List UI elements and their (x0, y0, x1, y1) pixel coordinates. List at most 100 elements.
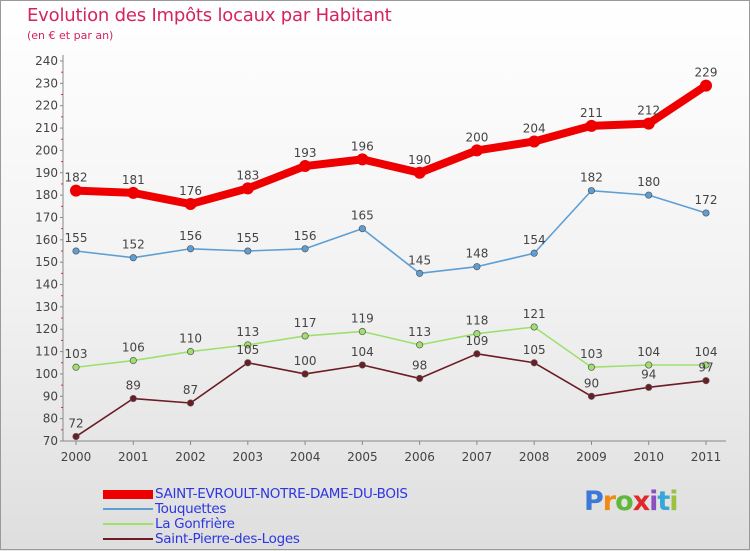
data-point (72, 363, 80, 371)
data-point (416, 269, 424, 277)
legend-swatch (103, 538, 153, 540)
x-tick-label: 2001 (118, 450, 149, 464)
y-tick-label: 70 (43, 434, 58, 448)
data-point (587, 363, 596, 371)
data-label: 156 (294, 229, 317, 243)
y-tick-label: 140 (35, 278, 58, 292)
data-point (129, 254, 137, 262)
data-label: 200 (465, 130, 488, 144)
data-label: 105 (236, 343, 259, 357)
data-point (530, 359, 538, 367)
y-tick-label: 240 (35, 54, 58, 68)
data-label: 113 (236, 325, 259, 339)
data-point (645, 191, 653, 199)
data-label: 104 (351, 345, 374, 359)
data-point (416, 341, 424, 349)
data-point (473, 350, 481, 358)
data-label: 119 (351, 311, 374, 325)
y-tick-label: 180 (35, 188, 58, 202)
data-point (470, 144, 483, 157)
legend-label: SAINT-EVROULT-NOTRE-DAME-DU-BOIS (155, 486, 408, 502)
data-label: 165 (351, 209, 374, 223)
y-tick-label: 160 (35, 233, 58, 247)
data-point (473, 330, 481, 338)
data-label: 103 (580, 347, 603, 361)
x-tick-label: 2007 (462, 450, 493, 464)
x-tick-label: 2000 (61, 450, 92, 464)
y-tick-label: 80 (43, 412, 58, 426)
series-line-0 (72, 81, 710, 209)
data-point (186, 399, 195, 407)
logo-letter: i (649, 486, 658, 517)
data-label: 94 (641, 367, 656, 381)
logo-letter: t (657, 486, 670, 517)
x-tick-label: 2003 (233, 450, 264, 464)
legend-label: Saint-Pierre-des-Loges (155, 531, 300, 547)
data-label: 118 (465, 314, 488, 328)
data-label: 152 (122, 238, 145, 252)
data-label: 180 (637, 175, 660, 189)
data-point (645, 361, 653, 369)
data-label: 103 (65, 347, 88, 361)
data-point (301, 245, 309, 253)
y-tick-label: 110 (35, 345, 58, 359)
x-tick-label: 2008 (519, 450, 550, 464)
data-point (186, 245, 195, 253)
x-tick-label: 2011 (691, 450, 722, 464)
data-point (700, 79, 712, 92)
logo-letter: x (632, 486, 650, 517)
data-point (702, 361, 710, 369)
data-label: 181 (122, 173, 145, 187)
data-label: 87 (183, 383, 198, 397)
data-point (244, 341, 252, 349)
data-point (184, 198, 197, 211)
y-tick-label: 150 (35, 255, 58, 269)
legend-item-saint-pierre: Saint-Pierre-des-Loges (103, 531, 423, 547)
data-point (642, 117, 655, 130)
logo-letter: i (669, 486, 678, 517)
data-label: 190 (408, 153, 431, 167)
y-tick-label: 130 (35, 300, 58, 314)
x-tick-label: 2006 (404, 450, 435, 464)
data-label: 72 (68, 417, 83, 431)
data-point (70, 184, 82, 197)
proxiti-logo: Proxiti (584, 486, 679, 517)
data-label: 204 (523, 121, 546, 135)
data-point (587, 392, 596, 400)
data-label: 196 (351, 139, 374, 153)
y-tick-label: 120 (35, 322, 58, 336)
data-point (530, 323, 538, 331)
data-label: 183 (236, 168, 259, 182)
data-label: 100 (294, 354, 317, 368)
y-tick-label: 230 (35, 76, 58, 90)
data-label: 90 (584, 376, 599, 390)
legend-swatch (103, 523, 153, 525)
data-point (129, 394, 137, 403)
data-label: 155 (236, 231, 259, 245)
data-point (244, 247, 252, 255)
x-tick-label: 2010 (633, 450, 664, 464)
legend-item-la-gonfriere: La Gonfrière (103, 516, 423, 532)
data-point (241, 182, 254, 195)
logo-letter: P (584, 486, 604, 517)
data-point (127, 186, 140, 199)
data-label: 172 (695, 193, 718, 207)
legend-item-saint-evroult: SAINT-EVROULT-NOTRE-DAME-DU-BOIS (103, 486, 423, 502)
legend-item-touquettes: Touquettes (103, 501, 423, 517)
legend-swatch (103, 508, 153, 510)
data-point (356, 153, 369, 166)
data-point (702, 209, 710, 217)
x-tick-label: 2009 (576, 450, 607, 464)
data-label: 211 (580, 106, 603, 120)
data-label: 145 (408, 253, 431, 267)
data-label: 105 (523, 343, 546, 357)
data-point (186, 348, 195, 356)
data-label: 182 (580, 171, 603, 185)
data-point (72, 247, 80, 255)
data-point (301, 370, 309, 378)
data-label: 148 (465, 247, 488, 261)
data-label: 156 (179, 229, 202, 243)
data-label: 154 (523, 233, 546, 247)
y-tick-label: 210 (35, 121, 58, 135)
